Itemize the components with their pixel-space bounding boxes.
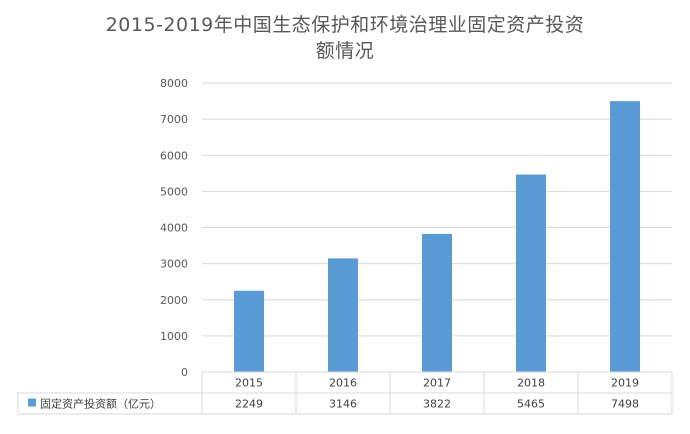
y-tick-label: 7000: [160, 113, 188, 126]
bar: [516, 174, 546, 372]
y-tick-label: 5000: [160, 185, 188, 198]
x-category-label: 2015: [235, 377, 263, 390]
y-tick-label: 6000: [160, 149, 188, 162]
x-category-label: 2016: [329, 377, 357, 390]
data-table-value: 7498: [611, 398, 639, 411]
legend-series-name: 固定资产投资额（亿元）: [40, 397, 161, 411]
bar: [422, 233, 452, 372]
y-tick-label: 1000: [160, 330, 188, 343]
data-table-value: 3822: [423, 398, 451, 411]
y-tick-label: 0: [181, 366, 188, 379]
bar: [328, 258, 358, 372]
data-table: 2015 2016 2017 2018 2019 2249 3146 3822 5465 7498…: [17, 371, 673, 415]
x-category-label: 2019: [611, 377, 639, 390]
chart-title-line-1: 2015-2019年中国生态保护和环境治理业固定资产投资: [105, 14, 585, 36]
legend-swatch: [28, 398, 36, 407]
y-axis-tick-labels: 0 1000 2000 3000 4000 5000 6000 7000 8000: [160, 77, 188, 379]
y-tick-label: 3000: [160, 258, 188, 271]
x-category-label: 2018: [517, 377, 545, 390]
y-tick-label: 4000: [160, 222, 188, 235]
bars: [234, 101, 640, 372]
y-tick-label: 2000: [160, 294, 188, 307]
data-table-value: 2249: [235, 398, 263, 411]
x-category-label: 2017: [423, 377, 451, 390]
bar: [610, 101, 640, 372]
data-table-value: 3146: [329, 398, 357, 411]
chart-title-line-2: 额情况: [315, 40, 375, 62]
bar: [234, 290, 264, 372]
data-table-value: 5465: [517, 398, 545, 411]
y-tick-label: 8000: [160, 77, 188, 90]
